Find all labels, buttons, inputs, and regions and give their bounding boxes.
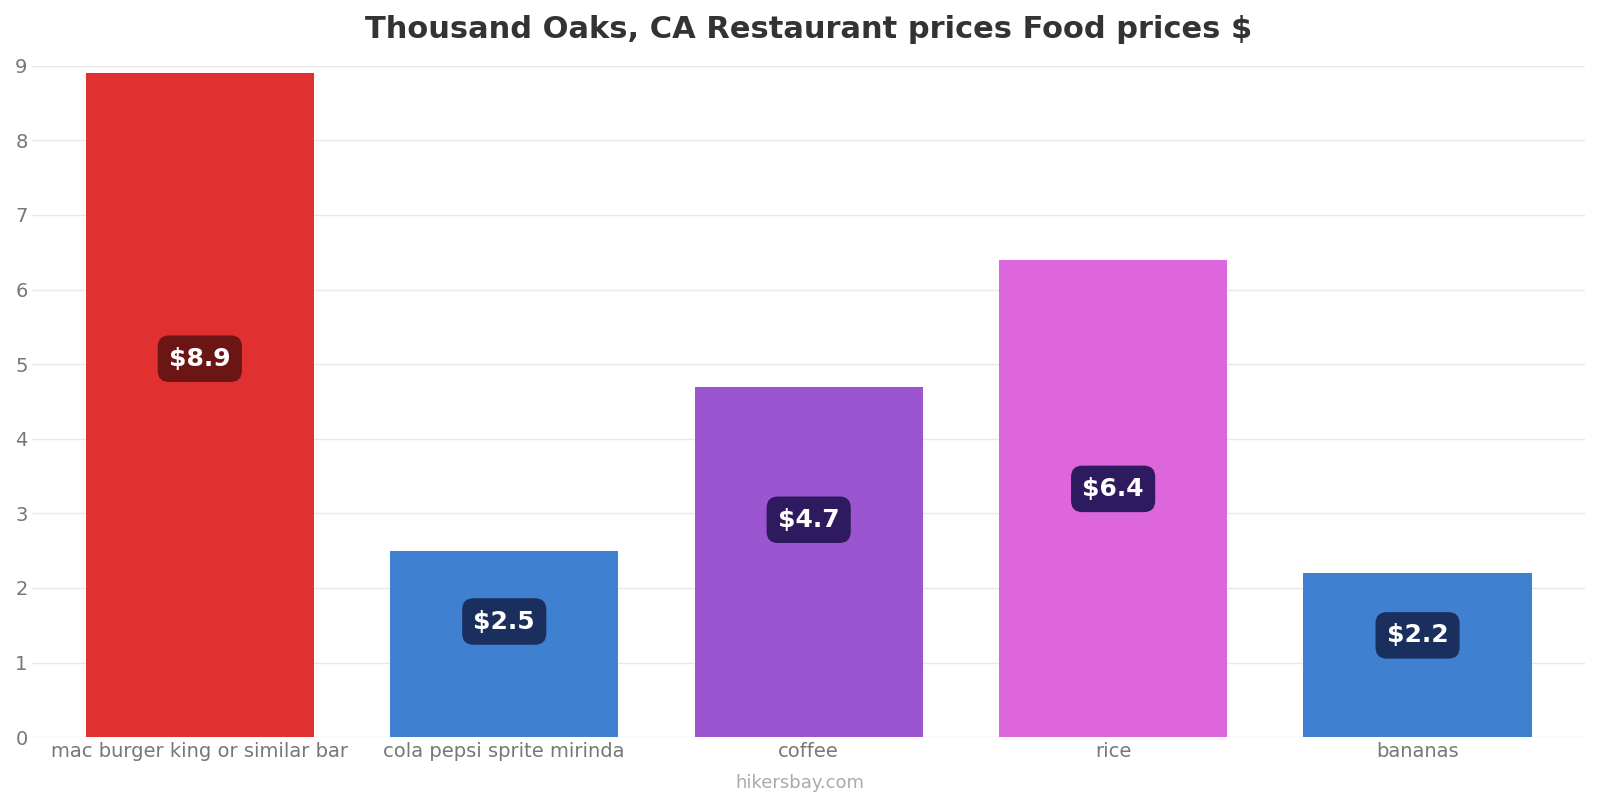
Bar	[390, 550, 619, 737]
Text: hikersbay.com: hikersbay.com	[736, 774, 864, 792]
Text: $6.4: $6.4	[1082, 477, 1144, 501]
Text: $8.9: $8.9	[170, 346, 230, 370]
Bar	[86, 74, 314, 737]
Title: Thousand Oaks, CA Restaurant prices Food prices $: Thousand Oaks, CA Restaurant prices Food…	[365, 15, 1253, 44]
Text: $4.7: $4.7	[778, 508, 840, 532]
Bar	[1304, 573, 1531, 737]
Text: $2.5: $2.5	[474, 610, 534, 634]
Bar	[694, 386, 923, 737]
Bar	[998, 260, 1227, 737]
Text: $2.2: $2.2	[1387, 623, 1448, 647]
